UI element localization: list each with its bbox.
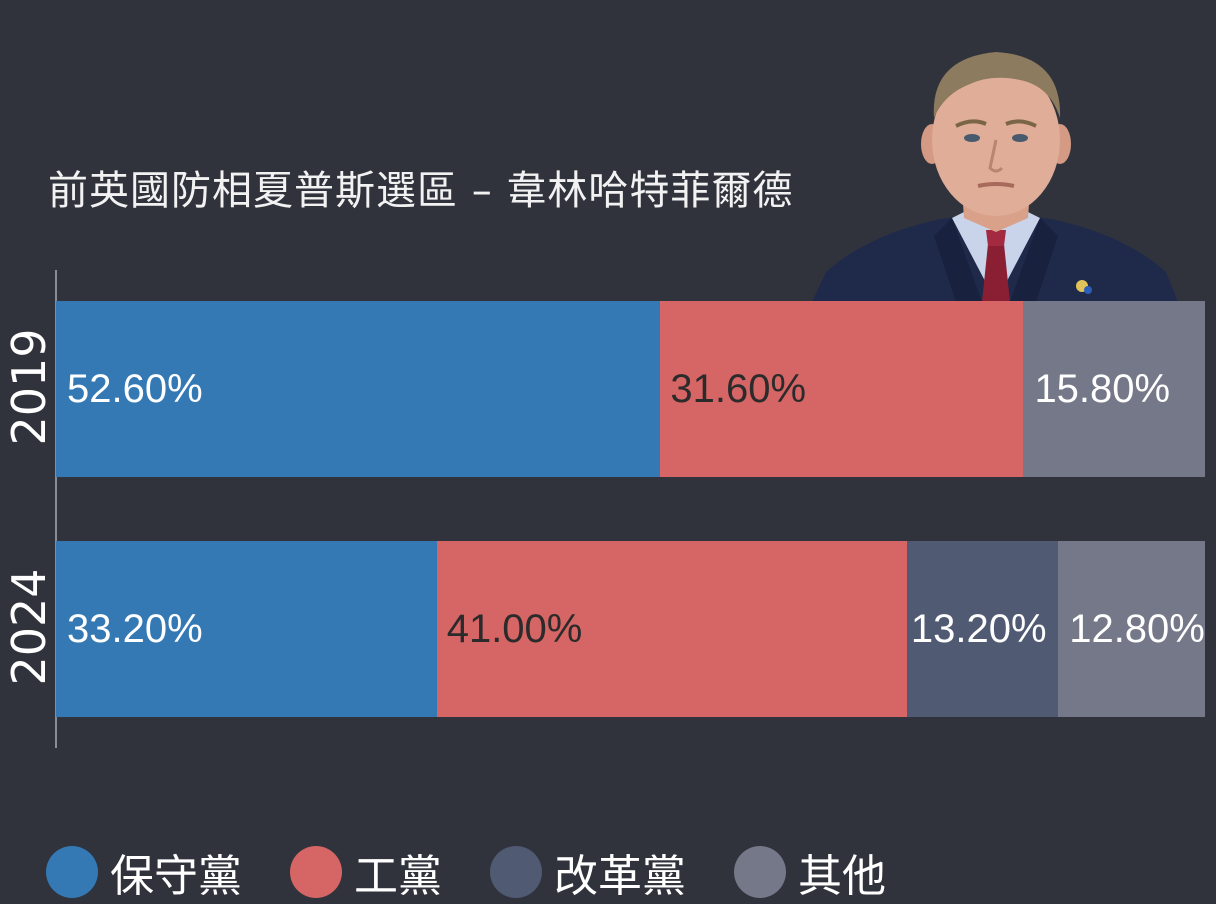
bar-segment-2024-2: 13.20% bbox=[906, 541, 1059, 717]
legend-item-0: 保守黨 bbox=[46, 840, 242, 904]
data-label: 15.80% bbox=[1034, 366, 1171, 411]
y-axis-line bbox=[55, 270, 57, 748]
legend-label: 改革黨 bbox=[554, 851, 686, 902]
bar-segment-2024-1: 41.00% bbox=[436, 541, 907, 717]
data-label: 12.80% bbox=[1069, 606, 1205, 651]
row-label-2024: 2024 bbox=[2, 568, 56, 686]
bar-row-2024: 33.20% 41.00% 13.20% 12.80% bbox=[56, 541, 1205, 717]
legend-item-2: 改革黨 bbox=[490, 840, 686, 904]
legend: 保守黨 工黨 改革黨 其他 bbox=[46, 842, 934, 902]
legend-swatch bbox=[490, 846, 542, 898]
bar-row-2019: 52.60% 31.60% 15.80% bbox=[56, 301, 1205, 477]
bar-segment-2024-0: 33.20% bbox=[56, 541, 437, 717]
bar-segment-2019-0: 52.60% bbox=[56, 301, 661, 477]
legend-item-3: 其他 bbox=[734, 840, 886, 904]
legend-item-1: 工黨 bbox=[290, 840, 442, 904]
bar-segment-2024-3: 12.80% bbox=[1058, 541, 1205, 717]
legend-label: 工黨 bbox=[354, 851, 442, 902]
data-label: 52.60% bbox=[67, 366, 203, 411]
politician-portrait bbox=[812, 52, 1178, 302]
data-label: 31.60% bbox=[670, 366, 807, 411]
bar-segment-2019-1: 31.60% bbox=[660, 301, 1024, 477]
chart-title: 前英國防相夏普斯選區 – 韋林哈特菲爾德 bbox=[48, 168, 794, 214]
legend-swatch bbox=[46, 846, 98, 898]
data-label: 33.20% bbox=[67, 606, 203, 651]
legend-swatch bbox=[734, 846, 786, 898]
legend-label: 其他 bbox=[798, 851, 886, 902]
legend-label: 保守黨 bbox=[110, 851, 242, 902]
legend-swatch bbox=[290, 846, 342, 898]
data-label: 41.00% bbox=[446, 606, 583, 651]
data-label: 13.20% bbox=[910, 606, 1047, 651]
row-label-2019: 2019 bbox=[2, 328, 56, 446]
bar-segment-2019-3: 15.80% bbox=[1023, 301, 1205, 477]
